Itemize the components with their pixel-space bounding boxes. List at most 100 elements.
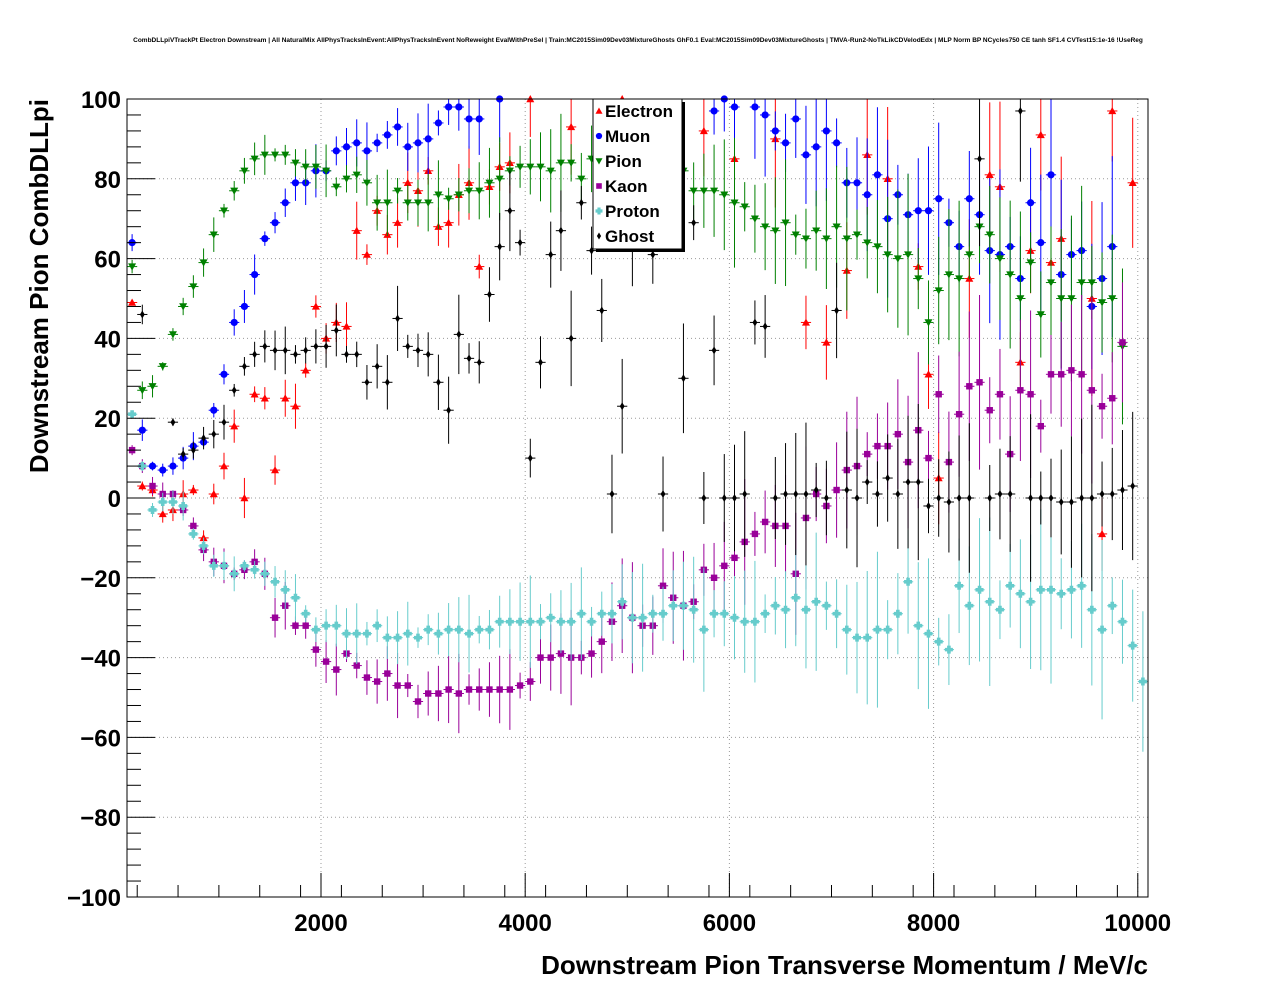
data-point-pion xyxy=(791,231,800,239)
data-point-muon xyxy=(424,135,432,143)
data-point-ghost xyxy=(864,478,870,487)
data-point-kaon xyxy=(516,682,524,689)
data-point-muon xyxy=(281,199,289,207)
data-point-proton xyxy=(1036,585,1045,594)
data-point-muon xyxy=(393,123,402,131)
data-point-proton xyxy=(424,625,433,634)
data-point-pion xyxy=(771,227,780,235)
data-point-kaon xyxy=(455,690,463,697)
data-point-electron xyxy=(822,338,831,346)
data-point-muon xyxy=(751,103,759,111)
data-point-ghost xyxy=(231,386,237,395)
data-point-muon xyxy=(271,219,279,227)
data-point-ghost xyxy=(875,490,880,499)
data-point-proton xyxy=(567,617,576,626)
data-point-proton xyxy=(189,529,198,538)
data-point-pion xyxy=(699,187,708,195)
data-point-pion xyxy=(750,215,759,223)
data-point-ghost xyxy=(262,342,268,351)
data-point-electron xyxy=(985,170,994,179)
data-point-kaon xyxy=(659,582,667,589)
legend-label-ghost: Ghost xyxy=(605,227,654,246)
data-point-ghost xyxy=(242,362,247,371)
data-point-proton xyxy=(342,629,351,638)
data-point-muon xyxy=(220,370,228,378)
data-point-muon xyxy=(873,171,882,179)
data-point-proton xyxy=(230,569,239,578)
data-point-ghost xyxy=(456,330,462,339)
data-point-electron xyxy=(403,178,412,186)
data-point-proton xyxy=(934,637,943,646)
data-point-muon xyxy=(291,179,300,187)
data-point-proton xyxy=(352,629,361,638)
data-point-kaon xyxy=(435,690,442,697)
data-point-proton xyxy=(546,613,555,622)
data-point-kaon xyxy=(557,650,565,657)
y-tick-label: −40 xyxy=(80,646,121,673)
data-point-muon xyxy=(802,151,810,159)
data-point-muon xyxy=(475,115,483,123)
data-point-muon xyxy=(965,195,973,203)
data-point-electron xyxy=(250,390,259,398)
data-point-proton xyxy=(128,410,137,419)
data-point-proton xyxy=(904,577,913,586)
data-point-pion xyxy=(689,187,698,195)
data-point-kaon xyxy=(1058,371,1065,378)
data-point-proton xyxy=(179,501,188,510)
data-point-ghost xyxy=(139,310,145,319)
data-point-kaon xyxy=(1088,387,1096,394)
data-point-ghost xyxy=(487,290,492,299)
data-point-pion xyxy=(1098,299,1107,307)
data-point-kaon xyxy=(271,614,279,621)
x-tick-label: 6000 xyxy=(703,910,756,937)
legend-marker-kaon xyxy=(596,183,602,189)
data-point-ghost xyxy=(936,494,942,502)
data-point-ghost xyxy=(966,494,972,502)
y-tick-label: −80 xyxy=(80,805,121,832)
data-point-electron xyxy=(128,298,137,306)
data-point-ghost xyxy=(201,434,206,443)
data-point-muon xyxy=(434,119,443,127)
y-tick-label: −60 xyxy=(80,725,121,752)
data-point-pion xyxy=(393,187,402,195)
legend-label-electron: Electron xyxy=(605,102,673,121)
data-point-kaon xyxy=(1078,371,1085,378)
data-point-pion xyxy=(801,235,810,243)
data-point-pion xyxy=(209,231,218,239)
data-point-pion xyxy=(434,191,443,199)
data-point-ghost xyxy=(813,486,819,495)
data-point-ghost xyxy=(548,250,554,259)
data-point-muon xyxy=(148,462,157,470)
data-point-muon xyxy=(812,143,820,151)
data-point-electron xyxy=(352,226,361,234)
y-tick-label: −100 xyxy=(67,885,121,912)
data-point-kaon xyxy=(384,670,391,677)
data-point-proton xyxy=(1047,585,1056,594)
data-point-ghost xyxy=(1069,497,1074,506)
data-point-muon xyxy=(730,103,739,111)
data-point-electron xyxy=(1108,106,1117,115)
y-tick-label: 80 xyxy=(94,167,121,194)
data-point-electron xyxy=(219,462,228,470)
data-point-kaon xyxy=(1109,395,1116,402)
data-point-ghost xyxy=(609,490,615,499)
data-point-pion xyxy=(812,227,821,235)
data-point-ghost xyxy=(436,378,441,387)
data-point-pion xyxy=(955,275,964,283)
data-point-muon xyxy=(138,426,146,434)
data-point-pion xyxy=(1006,271,1015,279)
data-point-ghost xyxy=(374,362,380,371)
legend-marker-muon xyxy=(595,132,603,140)
data-point-muon xyxy=(771,127,779,135)
data-point-electron xyxy=(291,402,300,410)
data-point-proton xyxy=(403,629,412,638)
data-point-proton xyxy=(679,601,688,610)
data-point-proton xyxy=(465,629,474,638)
data-point-proton xyxy=(434,629,443,638)
data-point-kaon xyxy=(496,686,503,693)
data-point-proton xyxy=(454,625,463,634)
data-point-ghost xyxy=(170,418,176,427)
data-point-pion xyxy=(995,255,1004,263)
data-point-kaon xyxy=(527,678,534,685)
